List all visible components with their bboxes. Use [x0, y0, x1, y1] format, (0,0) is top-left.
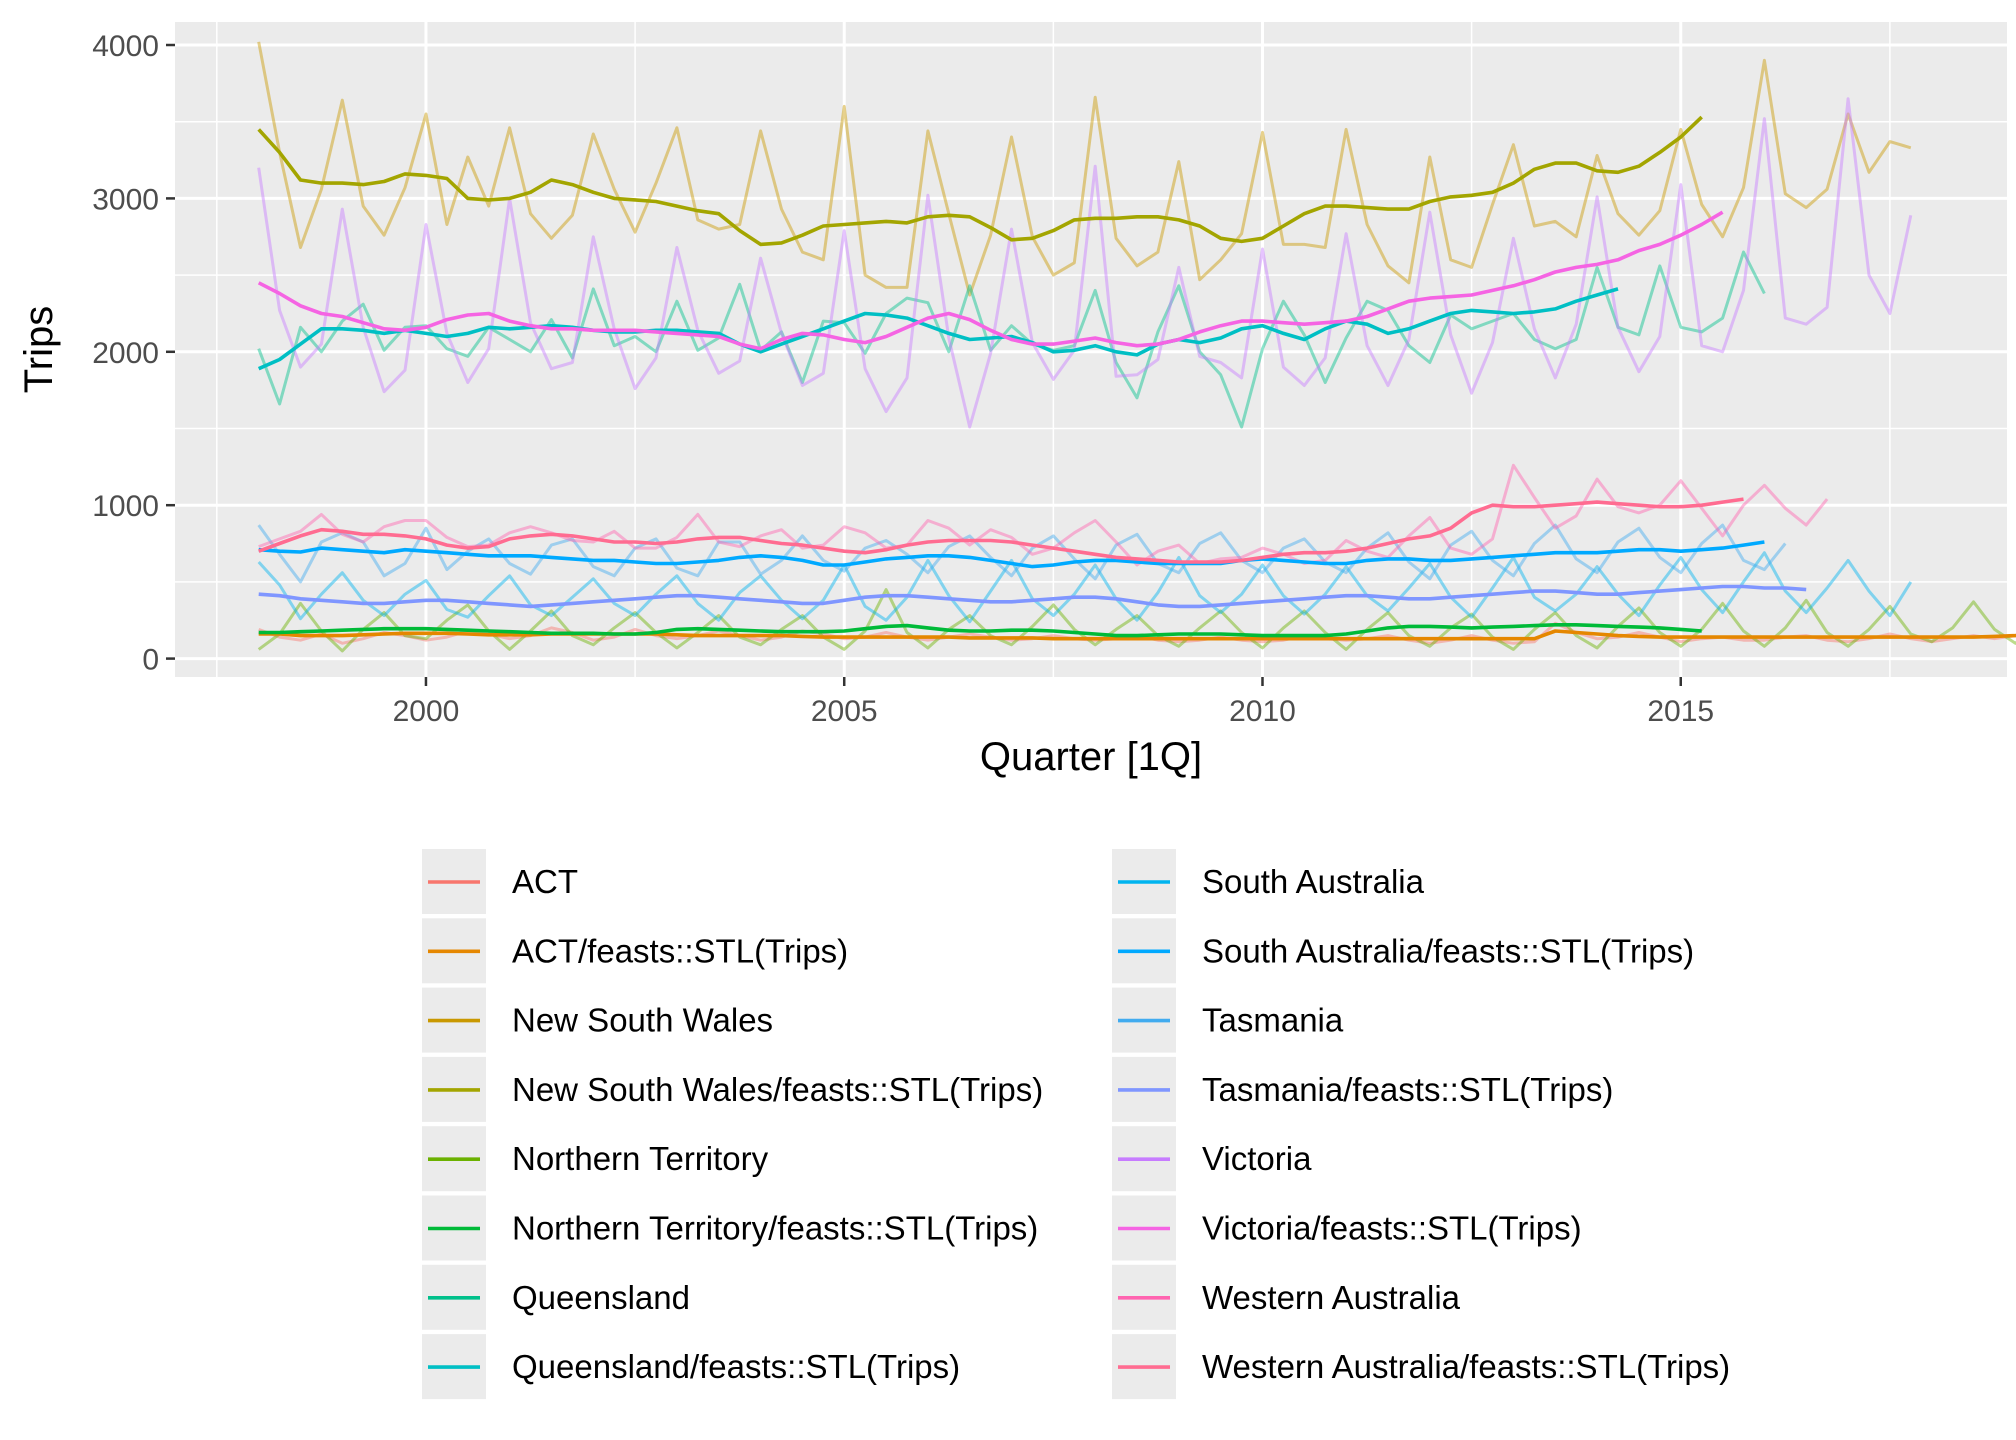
series-line-victoria — [257, 97, 1913, 429]
series-line-tasmania — [257, 523, 1787, 584]
x-axis: 2000 2005 2010 2015 — [393, 677, 1714, 728]
x-tick-label: 2005 — [811, 695, 878, 728]
legend-item: ACT — [422, 849, 578, 914]
series-line-new-south-wales — [257, 41, 1912, 297]
legend-label: Western Australia/feasts::STL(Trips) — [1202, 1348, 1730, 1385]
series-line-western-australia — [258, 463, 1829, 567]
legend-label: New South Wales/feasts::STL(Trips) — [512, 1071, 1043, 1108]
legend-item: Victoria — [1112, 1126, 1312, 1192]
series-line-tasmania-feasts-stl-trips- — [258, 584, 1807, 609]
legend-item: Queensland/feasts::STL(Trips) — [422, 1334, 960, 1400]
series-line-victoria-feasts-stl-trips- — [257, 210, 1724, 351]
series-line-queensland-feasts-stl-trips- — [257, 287, 1619, 371]
legend-label: Victoria/feasts::STL(Trips) — [1202, 1210, 1582, 1247]
legend-item: Western Australia/feasts::STL(Trips) — [1112, 1334, 1730, 1400]
legend-item: Northern Territory — [422, 1126, 769, 1192]
legend-label: New South Wales — [512, 1002, 773, 1039]
legend-label: Northern Territory/feasts::STL(Trips) — [512, 1210, 1038, 1247]
legend-label: ACT — [512, 863, 578, 900]
legend-label: Tasmania — [1202, 1002, 1344, 1039]
legend-item: Tasmania — [1112, 987, 1344, 1053]
x-tick-label: 2010 — [1229, 695, 1296, 728]
legend-item: ACT/feasts::STL(Trips) — [422, 918, 848, 984]
legend-label: South Australia — [1202, 863, 1425, 900]
legend-item: Queensland — [422, 1264, 690, 1330]
y-axis: 0 1000 2000 3000 4000 — [92, 30, 175, 677]
y-tick-label: 4000 — [92, 30, 159, 63]
y-tick-label: 3000 — [92, 183, 159, 216]
legend-label: Western Australia — [1202, 1279, 1461, 1316]
series-line-western-australia-feasts-stl-trips- — [258, 497, 1744, 564]
legend-item: Tasmania/feasts::STL(Trips) — [1112, 1056, 1613, 1122]
legend-item: Northern Territory/feasts::STL(Trips) — [422, 1195, 1038, 1261]
legend-item: Victoria/feasts::STL(Trips) — [1112, 1195, 1582, 1261]
y-axis-title: Trips — [17, 306, 61, 393]
major-gridlines — [175, 22, 2007, 677]
y-tick-label: 2000 — [92, 337, 159, 370]
legend-label: Queensland — [512, 1279, 690, 1316]
legend-item: Western Australia — [1112, 1264, 1461, 1330]
legend-label: ACT/feasts::STL(Trips) — [512, 932, 848, 969]
series-lines — [257, 41, 2016, 653]
legend-label: South Australia/feasts::STL(Trips) — [1202, 932, 1694, 969]
legend-label: Queensland/feasts::STL(Trips) — [512, 1348, 960, 1385]
legend-label: Victoria — [1202, 1140, 1312, 1177]
x-axis-title: Quarter [1Q] — [980, 735, 1202, 779]
minor-gridlines — [175, 22, 2007, 677]
x-tick-label: 2015 — [1647, 695, 1714, 728]
y-tick-label: 0 — [142, 644, 159, 677]
x-tick-label: 2000 — [393, 695, 460, 728]
plot-panel — [175, 22, 2007, 677]
series-line-south-australia-feasts-stl-trips- — [258, 540, 1765, 569]
legend-item: South Australia/feasts::STL(Trips) — [1112, 918, 1694, 984]
legend-label: Tasmania/feasts::STL(Trips) — [1202, 1071, 1613, 1108]
series-line-northern-territory-feasts-stl-trips- — [258, 622, 1702, 638]
legend-item: South Australia — [1112, 849, 1425, 914]
legend-label: Northern Territory — [512, 1140, 769, 1177]
legend-item: New South Wales — [422, 987, 773, 1053]
legend-item: New South Wales/feasts::STL(Trips) — [422, 1056, 1043, 1122]
y-tick-label: 1000 — [92, 490, 159, 523]
series-line-new-south-wales-feasts-stl-trips- — [257, 115, 1703, 247]
